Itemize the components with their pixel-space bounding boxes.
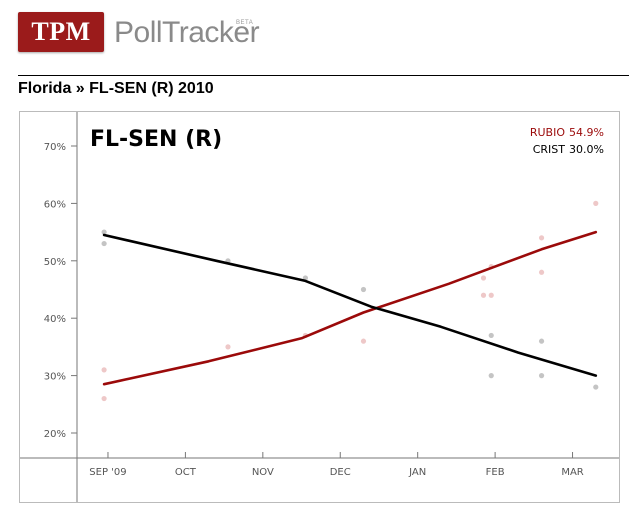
x-tick-label: NOV [252, 467, 274, 478]
beta-badge: BETA [236, 20, 254, 26]
breadcrumb-state-link[interactable]: Florida [18, 80, 72, 97]
legend-rubio-label: RUBIO [530, 126, 565, 139]
crist-poll-point [360, 286, 367, 293]
grid-layer [71, 145, 574, 458]
poll-chart: 20% 30% 40% 50% 60% 70% SEP '09 OCT NOV DEC JAN FEB… [20, 112, 619, 502]
rubio-poll-point [480, 275, 487, 281]
x-tick-label: MAR [561, 467, 583, 478]
y-tick-label: 30% [44, 372, 66, 383]
breadcrumb-separator: » [75, 80, 85, 97]
breadcrumb: Florida » FL-SEN (R) 2010 [18, 80, 214, 98]
trend-lines-layer [102, 230, 598, 386]
x-tick-label: FEB [486, 467, 505, 478]
rubio-poll-point [480, 292, 487, 298]
x-tick-label: OCT [175, 467, 197, 478]
legend: RUBIO 54.9% CRIST 30.0% [530, 126, 604, 156]
tpm-logo[interactable]: TPM [18, 12, 104, 52]
chart-title: FL-SEN (R) [90, 127, 222, 152]
chart-frame: 20% 30% 40% 50% 60% 70% SEP '09 OCT NOV DEC JAN FEB… [19, 111, 620, 503]
rubio-poll-point [360, 338, 367, 344]
legend-crist-label: CRIST [533, 143, 566, 156]
crist-poll-point [101, 229, 107, 235]
points-layer [101, 200, 599, 402]
crist-poll-point [538, 338, 545, 344]
y-tick-label: 50% [44, 257, 66, 268]
legend-rubio-value: 54.9% [569, 126, 604, 139]
crist-poll-point [101, 240, 107, 247]
rubio-poll-point [488, 292, 494, 298]
rubio-poll-point [593, 200, 599, 206]
legend-crist-value: 30.0% [569, 143, 604, 156]
y-tick-label: 70% [44, 142, 66, 153]
rubio-poll-point [538, 269, 545, 275]
breadcrumb-race: FL-SEN (R) 2010 [89, 80, 214, 97]
x-tick-label: JAN [408, 467, 426, 478]
crist-poll-point [538, 373, 545, 379]
x-tick-label: DEC [330, 467, 351, 478]
header-divider [18, 75, 629, 76]
rubio-poll-point [101, 367, 107, 373]
y-tick-label: 40% [44, 314, 66, 325]
y-tick-label: 60% [44, 199, 66, 210]
product-name[interactable]: PollTracker [114, 16, 260, 49]
crist-poll-point [488, 373, 494, 379]
rubio-poll-point [101, 395, 107, 402]
rubio-poll-point [538, 235, 545, 241]
labels-layer: 20% 30% 40% 50% 60% 70% SEP '09 OCT NOV DEC JAN FEB… [44, 142, 584, 478]
crist-poll-point [488, 332, 494, 339]
crist-poll-point [593, 384, 599, 390]
rubio-trend-line [102, 230, 598, 386]
y-tick-label: 20% [44, 429, 66, 440]
rubio-poll-point [225, 344, 231, 350]
crist-trend-line [102, 233, 598, 377]
x-tick-label: SEP '09 [89, 467, 126, 478]
axis-layer [20, 112, 619, 502]
